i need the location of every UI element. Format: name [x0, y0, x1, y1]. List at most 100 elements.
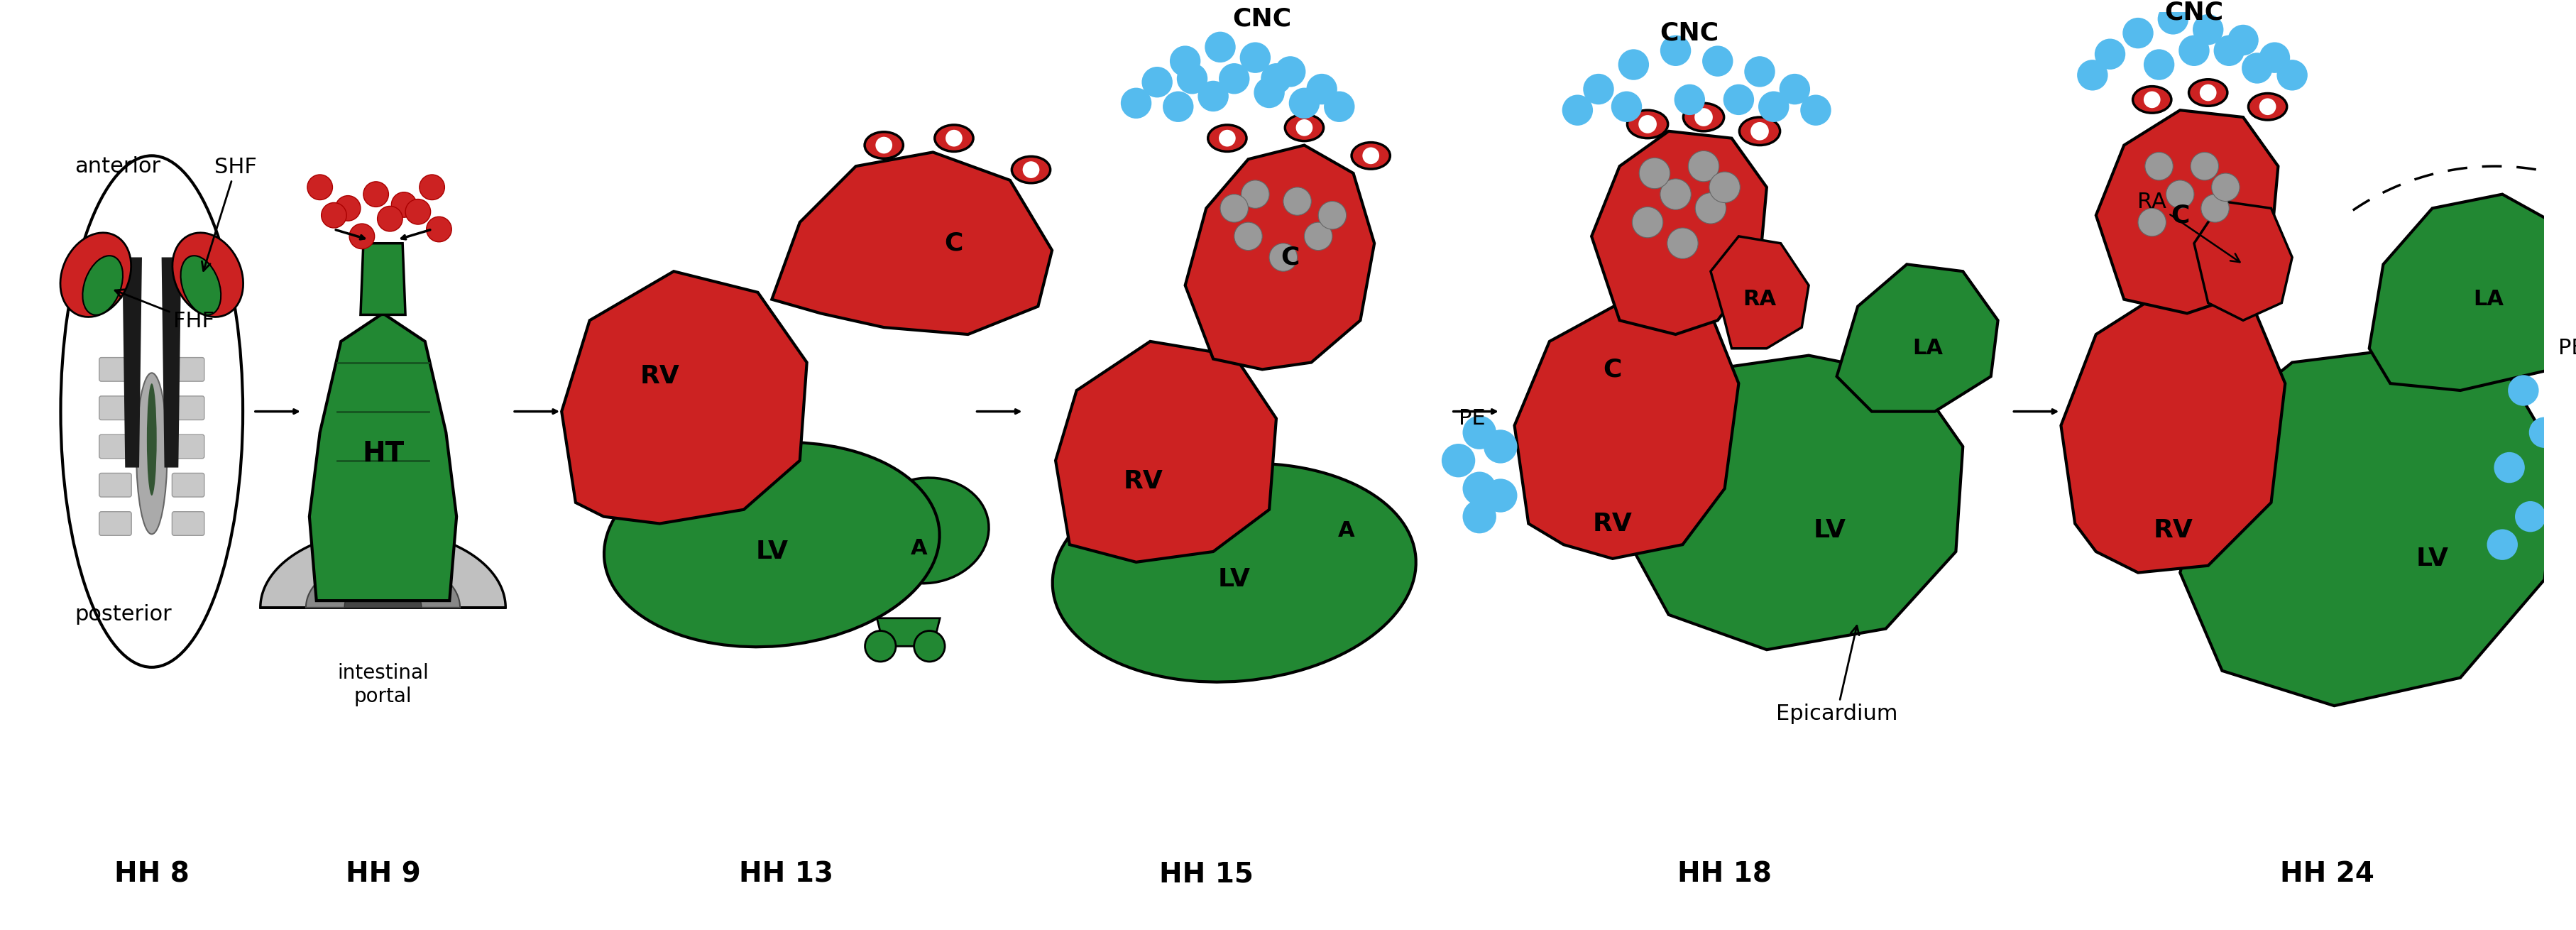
Circle shape — [2190, 153, 2218, 180]
Circle shape — [1744, 56, 1775, 87]
Ellipse shape — [1051, 463, 1417, 682]
Circle shape — [1198, 81, 1229, 112]
Ellipse shape — [2249, 93, 2287, 120]
Circle shape — [322, 203, 345, 228]
Ellipse shape — [1285, 114, 1324, 141]
FancyBboxPatch shape — [173, 434, 204, 458]
Circle shape — [2259, 42, 2290, 73]
Polygon shape — [1592, 131, 1767, 335]
Polygon shape — [361, 244, 404, 314]
Text: LV: LV — [2416, 547, 2447, 571]
Circle shape — [2138, 208, 2166, 236]
Circle shape — [1687, 151, 1718, 181]
Circle shape — [2156, 4, 2187, 34]
Circle shape — [1023, 161, 1038, 179]
Text: PE: PE — [2558, 339, 2576, 359]
Ellipse shape — [935, 125, 974, 152]
FancyBboxPatch shape — [173, 357, 204, 381]
Circle shape — [2277, 60, 2308, 90]
Ellipse shape — [1352, 142, 1388, 169]
Circle shape — [1638, 115, 1656, 133]
FancyBboxPatch shape — [100, 434, 131, 458]
Polygon shape — [162, 258, 180, 468]
Circle shape — [2213, 35, 2244, 66]
Circle shape — [425, 217, 451, 242]
Ellipse shape — [2133, 86, 2172, 113]
Circle shape — [1242, 180, 1270, 208]
Circle shape — [2143, 153, 2172, 180]
Circle shape — [1162, 91, 1193, 122]
Ellipse shape — [173, 232, 242, 317]
Circle shape — [1463, 472, 1497, 505]
Polygon shape — [1185, 145, 1373, 369]
Circle shape — [2094, 39, 2125, 70]
Text: LA: LA — [1911, 339, 1942, 359]
Circle shape — [350, 224, 374, 249]
Text: HH 9: HH 9 — [345, 860, 420, 887]
Text: RV: RV — [1592, 512, 1633, 536]
Circle shape — [1757, 91, 1788, 122]
Ellipse shape — [1012, 156, 1051, 183]
Ellipse shape — [2187, 79, 2226, 106]
Circle shape — [1206, 32, 1236, 62]
Text: C: C — [1602, 357, 1620, 381]
Ellipse shape — [62, 155, 242, 667]
Circle shape — [1221, 194, 1247, 222]
Text: Epicardium: Epicardium — [1775, 626, 1896, 724]
Circle shape — [2179, 35, 2208, 66]
Text: RA: RA — [2138, 192, 2239, 262]
Circle shape — [2259, 99, 2275, 115]
Circle shape — [1218, 130, 1236, 147]
Circle shape — [1121, 87, 1151, 119]
Circle shape — [1659, 35, 1690, 66]
Text: LA: LA — [2473, 289, 2504, 310]
Text: RV: RV — [1123, 470, 1162, 494]
Ellipse shape — [147, 383, 157, 496]
Circle shape — [2166, 180, 2195, 208]
Polygon shape — [2367, 194, 2576, 391]
FancyBboxPatch shape — [100, 473, 131, 497]
Text: LV: LV — [1218, 567, 1249, 591]
Polygon shape — [876, 618, 940, 646]
Circle shape — [1141, 67, 1172, 98]
FancyBboxPatch shape — [100, 357, 131, 381]
Circle shape — [1484, 430, 1517, 463]
Circle shape — [404, 199, 430, 224]
Circle shape — [1324, 91, 1355, 122]
Circle shape — [1296, 119, 1311, 136]
Circle shape — [1780, 73, 1808, 104]
Polygon shape — [1710, 236, 1808, 349]
Polygon shape — [1625, 355, 1963, 650]
Circle shape — [1177, 63, 1208, 94]
Circle shape — [1239, 42, 1270, 73]
Circle shape — [2192, 14, 2223, 45]
Circle shape — [1610, 91, 1641, 122]
Text: A: A — [909, 538, 927, 558]
Text: C: C — [945, 232, 963, 256]
FancyBboxPatch shape — [173, 512, 204, 536]
Circle shape — [2143, 49, 2174, 80]
Polygon shape — [2179, 349, 2558, 706]
Ellipse shape — [59, 232, 131, 317]
Text: A: A — [1337, 520, 1355, 541]
Text: CNC: CNC — [1231, 7, 1291, 31]
Text: LV: LV — [1814, 519, 1844, 543]
Polygon shape — [2195, 201, 2293, 320]
Ellipse shape — [137, 373, 167, 534]
Circle shape — [1260, 63, 1291, 94]
Text: SHF: SHF — [201, 157, 258, 271]
Circle shape — [1638, 158, 1669, 189]
Circle shape — [2143, 91, 2159, 108]
Circle shape — [2200, 194, 2228, 222]
Text: RA: RA — [1741, 289, 1775, 310]
Circle shape — [1275, 56, 1306, 87]
Circle shape — [2210, 173, 2239, 201]
Text: CNC: CNC — [2164, 0, 2223, 24]
Polygon shape — [1515, 299, 1739, 559]
Ellipse shape — [603, 443, 940, 647]
Circle shape — [1561, 95, 1592, 126]
Circle shape — [2527, 417, 2558, 448]
Text: HT: HT — [361, 440, 404, 467]
Circle shape — [1695, 108, 1713, 126]
Circle shape — [1363, 147, 1378, 164]
